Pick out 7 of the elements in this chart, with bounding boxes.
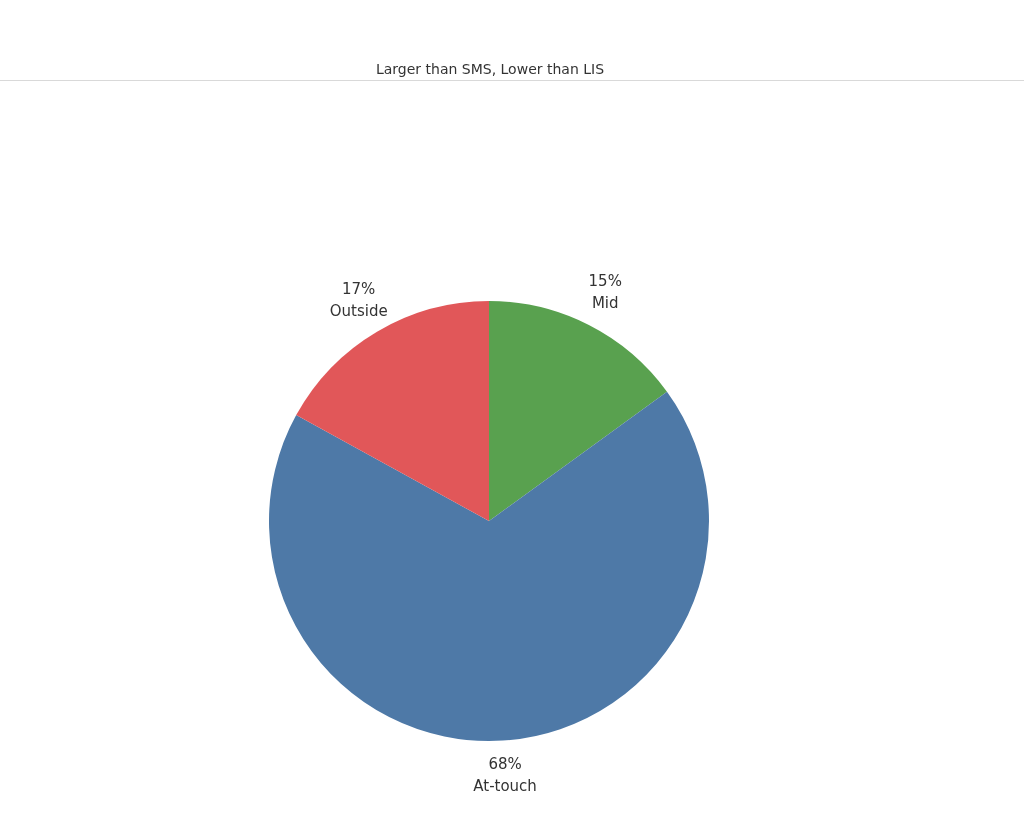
- data-label: 15%: [588, 271, 622, 290]
- slice-label: Mid: [591, 293, 619, 312]
- slice-label: At-touch: [473, 777, 537, 796]
- chart-title: Larger than SMS, Lower than LIS: [374, 61, 606, 77]
- data-label: 68%: [488, 755, 522, 774]
- slice-label: Outside: [329, 301, 388, 320]
- data-label: 17%: [342, 279, 376, 298]
